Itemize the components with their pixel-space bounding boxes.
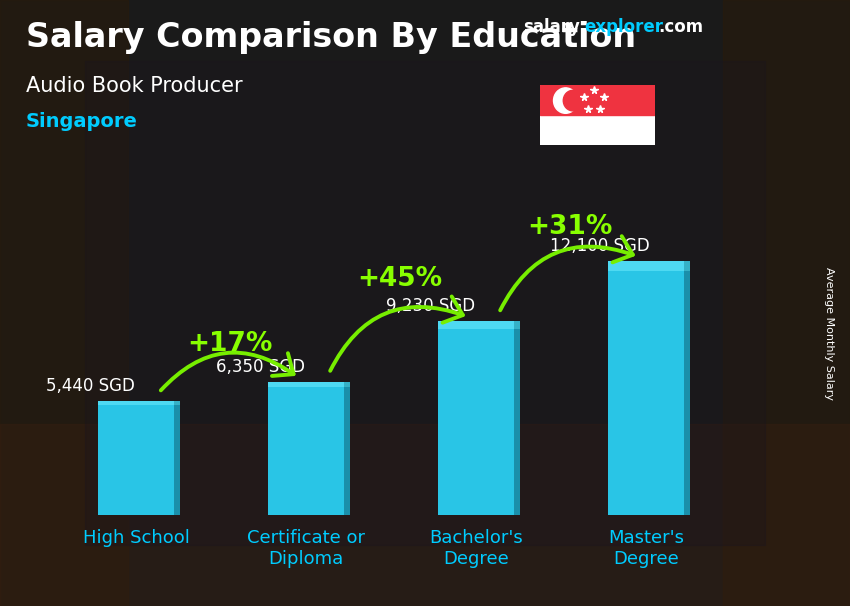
FancyArrowPatch shape — [500, 236, 633, 310]
FancyArrowPatch shape — [330, 296, 463, 371]
Text: salary: salary — [523, 18, 580, 36]
Text: 12,100 SGD: 12,100 SGD — [550, 237, 650, 255]
Text: explorer: explorer — [584, 18, 663, 36]
Bar — [684, 261, 689, 515]
Text: 5,440 SGD: 5,440 SGD — [46, 377, 134, 395]
Bar — [608, 261, 684, 515]
Text: +45%: +45% — [357, 266, 442, 292]
Circle shape — [564, 90, 583, 111]
Bar — [514, 321, 519, 329]
Bar — [268, 382, 344, 387]
Text: Audio Book Producer: Audio Book Producer — [26, 76, 242, 96]
Bar — [344, 382, 349, 387]
Bar — [98, 401, 174, 405]
FancyArrowPatch shape — [161, 353, 293, 390]
Bar — [344, 382, 349, 515]
Bar — [438, 321, 514, 329]
Text: +31%: +31% — [527, 215, 612, 241]
Text: 9,230 SGD: 9,230 SGD — [386, 298, 474, 315]
Bar — [514, 321, 519, 515]
Text: Singapore: Singapore — [26, 112, 138, 131]
Text: +17%: +17% — [187, 331, 272, 357]
Bar — [0, 0, 128, 606]
Bar — [268, 382, 344, 515]
Bar — [174, 401, 179, 405]
Bar — [0, 424, 850, 606]
Bar — [540, 85, 654, 115]
Text: .com: .com — [659, 18, 704, 36]
Circle shape — [553, 88, 578, 113]
Text: Salary Comparison By Education: Salary Comparison By Education — [26, 21, 636, 54]
Bar — [722, 0, 850, 606]
Bar — [174, 401, 179, 515]
Text: Average Monthly Salary: Average Monthly Salary — [824, 267, 834, 400]
Bar — [608, 261, 684, 271]
Bar — [98, 401, 174, 515]
Bar — [85, 61, 765, 545]
Bar — [438, 321, 514, 515]
Text: 6,350 SGD: 6,350 SGD — [216, 358, 304, 376]
Bar — [684, 261, 689, 271]
